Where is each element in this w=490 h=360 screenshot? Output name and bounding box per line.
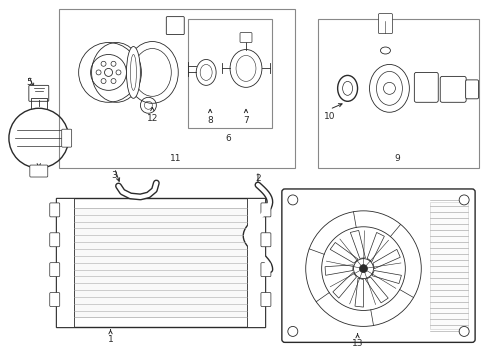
- Text: 1: 1: [108, 335, 113, 344]
- Bar: [188, 19, 272, 128]
- FancyBboxPatch shape: [261, 203, 271, 217]
- FancyBboxPatch shape: [261, 293, 271, 306]
- Ellipse shape: [126, 46, 141, 98]
- Text: 7: 7: [243, 116, 249, 125]
- Bar: [318, 19, 479, 168]
- Text: 4: 4: [36, 170, 42, 179]
- FancyBboxPatch shape: [378, 14, 392, 33]
- Bar: [430, 202, 468, 329]
- FancyBboxPatch shape: [29, 85, 49, 101]
- Circle shape: [288, 195, 298, 205]
- Text: 9: 9: [394, 154, 400, 163]
- Bar: [56, 198, 74, 328]
- Text: 6: 6: [225, 134, 231, 143]
- FancyBboxPatch shape: [50, 293, 60, 306]
- Text: 8: 8: [207, 116, 213, 125]
- Bar: [59, 9, 295, 168]
- Text: 11: 11: [170, 154, 181, 163]
- FancyBboxPatch shape: [62, 129, 72, 147]
- FancyBboxPatch shape: [50, 263, 60, 276]
- Text: 13: 13: [352, 339, 363, 348]
- Bar: [56, 198, 265, 328]
- Circle shape: [360, 265, 368, 273]
- Text: 2: 2: [255, 174, 261, 183]
- Circle shape: [459, 195, 469, 205]
- Bar: [74, 208, 247, 318]
- FancyBboxPatch shape: [415, 72, 438, 102]
- FancyBboxPatch shape: [50, 203, 60, 217]
- Circle shape: [459, 327, 469, 336]
- FancyBboxPatch shape: [166, 17, 184, 35]
- Text: 12: 12: [147, 114, 158, 123]
- FancyBboxPatch shape: [440, 76, 466, 102]
- Circle shape: [288, 327, 298, 336]
- FancyBboxPatch shape: [261, 233, 271, 247]
- Text: 10: 10: [324, 112, 336, 121]
- Text: 5: 5: [26, 78, 32, 87]
- Circle shape: [104, 68, 113, 76]
- FancyBboxPatch shape: [261, 263, 271, 276]
- FancyBboxPatch shape: [50, 233, 60, 247]
- FancyBboxPatch shape: [240, 32, 252, 42]
- FancyBboxPatch shape: [282, 189, 475, 342]
- FancyBboxPatch shape: [30, 165, 48, 177]
- Bar: [247, 198, 265, 328]
- Text: 3: 3: [112, 171, 118, 180]
- FancyBboxPatch shape: [466, 80, 479, 99]
